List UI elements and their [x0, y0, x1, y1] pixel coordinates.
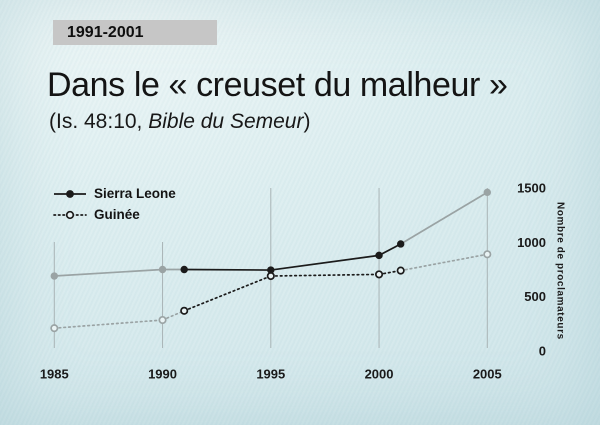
- subtitle-closing-paren: ): [303, 110, 311, 133]
- dotted-line-open-marker-icon: [53, 210, 87, 219]
- series-segment-sierra-leone: [184, 268, 271, 271]
- solid-line-filled-marker-icon: [54, 189, 86, 198]
- series-segment-guinée: [53, 319, 164, 330]
- slide-title: Dans le « creuset du malheur »: [47, 66, 508, 104]
- x-tick-label-1995: 1995: [256, 367, 285, 382]
- data-point-sierra-leone-2001: [397, 240, 405, 248]
- data-point-guinée-2000: [374, 270, 384, 279]
- series-segment-guinée: [378, 269, 402, 276]
- y-tick-label-1000: 1000: [517, 235, 546, 250]
- data-point-sierra-leone-1985: [50, 272, 58, 280]
- x-tick-label-1985: 1985: [40, 367, 69, 382]
- data-point-guinée-1991: [180, 306, 189, 315]
- y-tick-label-500: 500: [524, 289, 546, 304]
- legend-item-guinee: Guinée: [53, 206, 176, 223]
- period-badge-label: 1991-2001: [67, 23, 144, 41]
- y-tick-label-1500: 1500: [517, 181, 546, 196]
- series-segment-guinée: [399, 253, 489, 272]
- y-tick-label-0: 0: [539, 344, 546, 359]
- data-point-sierra-leone-2000: [375, 251, 383, 260]
- x-tick-label-2000: 2000: [365, 367, 394, 382]
- data-point-guinée-1990: [158, 315, 167, 325]
- data-point-sierra-leone-1995: [267, 266, 275, 274]
- legend-item-sierra-leone: Sierra Leone: [53, 185, 176, 202]
- x-tick-label-1990: 1990: [148, 367, 177, 382]
- data-point-sierra-leone-1991: [180, 265, 188, 274]
- series-segment-guinée: [269, 273, 380, 277]
- legend-label-guinee: Guinée: [94, 207, 140, 222]
- subtitle-bible-edition: Bible du Semeur: [148, 110, 304, 133]
- data-point-guinée-1985: [50, 324, 59, 333]
- data-point-guinée-2001: [396, 266, 405, 275]
- series-segment-sierra-leone: [270, 254, 380, 271]
- data-point-guinée-2005: [483, 250, 492, 259]
- y-axis-title: Nombre de proclamateurs: [554, 202, 566, 340]
- data-point-guinée-1995: [266, 271, 275, 281]
- data-point-sierra-leone-2005: [483, 188, 491, 197]
- chart-legend: Sierra Leone Guinée: [53, 185, 176, 223]
- data-point-sierra-leone-1990: [158, 265, 167, 274]
- period-badge: 1991-2001: [53, 20, 217, 45]
- series-segment-sierra-leone: [400, 191, 488, 245]
- series-segment-guinée: [183, 275, 272, 312]
- series-segment-sierra-leone: [378, 243, 402, 257]
- series-segment-sierra-leone: [54, 268, 163, 277]
- slide-subtitle: (Is. 48:10, Bible du Semeur): [49, 110, 310, 134]
- x-tick-label-2005: 2005: [473, 367, 502, 382]
- legend-label-sierra-leone: Sierra Leone: [94, 186, 176, 201]
- subtitle-reference: (Is. 48:10,: [49, 110, 149, 133]
